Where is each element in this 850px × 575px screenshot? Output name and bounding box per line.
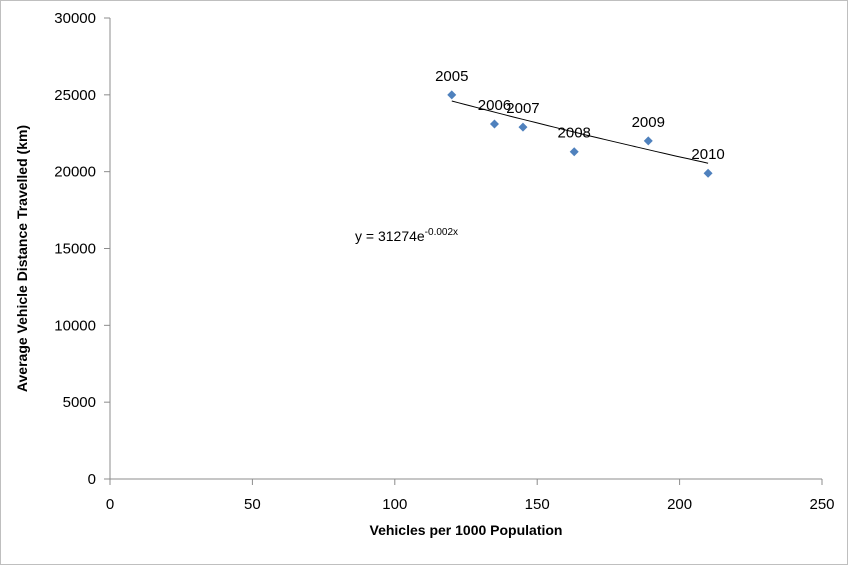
y-axis-title: Average Vehicle Distance Travelled (km) <box>14 125 30 392</box>
x-tick-label: 0 <box>106 496 114 513</box>
trendline-equation: y = 31274e-0.002x <box>355 227 458 244</box>
y-tick-label: 10000 <box>54 317 96 334</box>
y-tick-label: 15000 <box>54 241 96 258</box>
point-label-2010: 2010 <box>691 146 724 163</box>
data-point-2006 <box>489 119 499 129</box>
data-point-2005 <box>447 90 457 100</box>
equation-base: y = 31274e <box>355 228 425 244</box>
data-point-2010 <box>703 168 713 178</box>
y-tick-label: 25000 <box>54 87 96 104</box>
data-point-2009 <box>643 136 653 146</box>
x-tick-label: 50 <box>244 496 261 513</box>
y-tick-label: 0 <box>88 471 96 488</box>
x-tick-label: 200 <box>667 496 692 513</box>
y-tick-label: 30000 <box>54 10 96 27</box>
point-label-2008: 2008 <box>558 125 591 142</box>
point-label-2007: 2007 <box>506 100 539 117</box>
y-tick-label: 5000 <box>63 394 96 411</box>
axes: 0 5000 10000 15000 20000 25000 30000 0 50 100 150 2… <box>54 10 834 513</box>
y-tick-label: 20000 <box>54 164 96 181</box>
point-label-2005: 2005 <box>435 68 468 85</box>
data-points <box>447 90 713 178</box>
x-tick-label: 100 <box>382 496 407 513</box>
point-label-2006: 2006 <box>478 97 511 114</box>
data-point-2008 <box>569 147 579 157</box>
x-axis-title: Vehicles per 1000 Population <box>370 522 563 538</box>
point-label-2009: 2009 <box>632 114 665 131</box>
equation-exponent: -0.002x <box>425 227 458 238</box>
trendline-group <box>451 100 709 164</box>
data-point-2007 <box>518 122 528 132</box>
trendline <box>451 100 709 164</box>
x-tick-label: 250 <box>809 496 834 513</box>
x-tick-label: 150 <box>525 496 550 513</box>
